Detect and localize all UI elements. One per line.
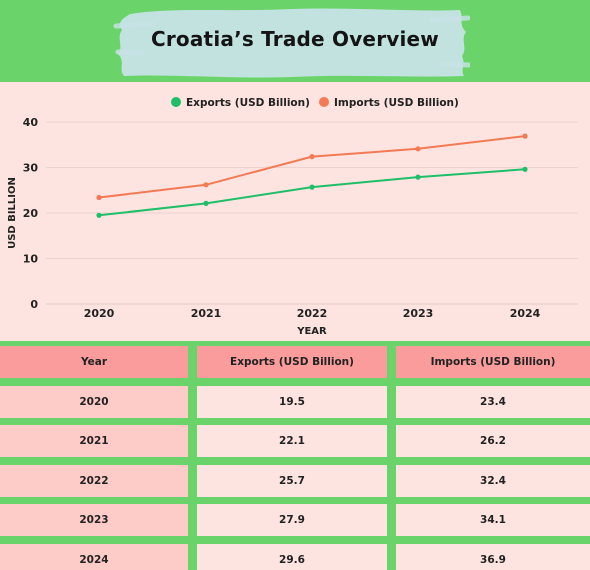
table-cell-imports: 34.1 bbox=[396, 504, 590, 536]
legend-marker-imports bbox=[319, 97, 329, 107]
table-cell-exports: 22.1 bbox=[197, 425, 387, 457]
data-point-imports bbox=[522, 133, 528, 139]
x-axis-ticks: 2020 2021 2022 2023 2024 bbox=[84, 307, 541, 320]
table-cell-imports: 23.4 bbox=[396, 386, 590, 418]
y-tick-label: 30 bbox=[23, 162, 39, 175]
data-point-imports bbox=[203, 182, 209, 188]
data-point-exports bbox=[522, 166, 528, 172]
y-tick-label: 20 bbox=[23, 207, 39, 220]
data-point-imports bbox=[96, 194, 102, 201]
x-tick-label: 2022 bbox=[297, 307, 328, 320]
table-cell-imports: 26.2 bbox=[396, 425, 590, 457]
series-line-exports bbox=[98, 168, 526, 217]
table-cell-year: 2022 bbox=[0, 465, 188, 497]
table-cell-year: 2021 bbox=[0, 425, 188, 457]
line-chart: Exports (USD Billion) Imports (USD Billio… bbox=[7, 97, 578, 337]
data-point-exports bbox=[415, 174, 421, 180]
table-header-exports: Exports (USD Billion) bbox=[197, 346, 387, 378]
data-point-exports bbox=[96, 212, 102, 218]
header-banner: Croatia’s Trade Overview bbox=[0, 0, 590, 82]
legend-marker-exports bbox=[171, 97, 181, 107]
data-point-exports bbox=[309, 184, 315, 190]
data-point-imports bbox=[415, 146, 421, 152]
y-tick-label: 40 bbox=[23, 116, 39, 129]
x-tick-label: 2023 bbox=[403, 307, 434, 320]
chart-legend: Exports (USD Billion) Imports (USD Billio… bbox=[171, 97, 459, 109]
legend-label-exports: Exports (USD Billion) bbox=[186, 97, 310, 109]
table-cell-exports: 19.5 bbox=[197, 386, 387, 418]
y-tick-label: 0 bbox=[30, 298, 38, 311]
table-header-year: Year bbox=[0, 346, 188, 378]
chart-series bbox=[96, 133, 528, 218]
x-axis-title: YEAR bbox=[296, 326, 327, 337]
legend-label-imports: Imports (USD Billion) bbox=[334, 97, 459, 109]
table-cell-year: 2023 bbox=[0, 504, 188, 536]
data-point-imports bbox=[309, 154, 315, 160]
x-tick-label: 2021 bbox=[191, 307, 222, 320]
table-cell-imports: 32.4 bbox=[396, 465, 590, 497]
title-brush-stroke bbox=[113, 8, 470, 78]
x-tick-label: 2020 bbox=[84, 307, 115, 320]
page-title: Croatia’s Trade Overview bbox=[150, 27, 439, 51]
x-tick-label: 2024 bbox=[510, 307, 541, 320]
table-header-imports: Imports (USD Billion) bbox=[396, 346, 590, 378]
y-axis-ticks: 0 10 20 30 40 bbox=[23, 116, 39, 311]
trade-table: Year Exports (USD Billion) Imports (USD Bi… bbox=[0, 341, 590, 570]
table-cell-exports: 25.7 bbox=[197, 465, 387, 497]
chart-grid bbox=[46, 121, 578, 305]
table-cell-year: 2020 bbox=[0, 386, 188, 418]
y-axis-title: USD BILLION bbox=[7, 177, 18, 249]
table-cell-imports: 36.9 bbox=[396, 544, 590, 570]
chart-area: Exports (USD Billion) Imports (USD Billio… bbox=[0, 82, 590, 344]
table-cell-year: 2024 bbox=[0, 544, 188, 570]
table-cell-exports: 29.6 bbox=[197, 544, 387, 570]
y-tick-label: 10 bbox=[23, 253, 39, 266]
table-cell-exports: 27.9 bbox=[197, 504, 387, 536]
data-point-exports bbox=[203, 200, 209, 206]
